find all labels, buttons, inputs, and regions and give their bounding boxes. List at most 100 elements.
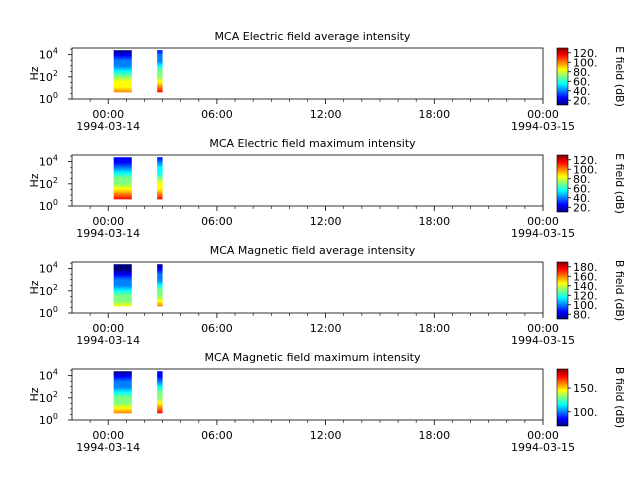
x-tick-label: 00:00 bbox=[92, 429, 124, 442]
y-axis-label: Hz bbox=[28, 173, 41, 187]
axes-frame bbox=[71, 368, 544, 421]
y-tick-base: 10 bbox=[39, 263, 53, 276]
colorbar-tick-label: 60. bbox=[573, 182, 591, 195]
y-tick-base: 10 bbox=[39, 392, 53, 405]
panel-3: MCA Magnetic field average intensity1001… bbox=[28, 244, 626, 347]
y-tick-exp: 2 bbox=[53, 390, 58, 399]
colorbar-tick-label: 20. bbox=[573, 201, 591, 214]
y-tick-exp: 4 bbox=[53, 261, 58, 270]
colorbar-label: E field (dB) bbox=[613, 46, 626, 107]
y-tick-exp: 2 bbox=[53, 283, 58, 292]
y-tick-exp: 4 bbox=[53, 47, 58, 56]
panel-2: MCA Electric field maximum intensity1001… bbox=[28, 137, 626, 240]
x-date-label: 1994-03-14 bbox=[76, 441, 140, 454]
x-tick-label: 00:00 bbox=[527, 108, 559, 121]
y-tick-base: 10 bbox=[39, 156, 53, 169]
x-date-label: 1994-03-14 bbox=[76, 120, 140, 133]
x-date-label: 1994-03-15 bbox=[511, 227, 575, 240]
colorbar-tick-label: 20. bbox=[573, 94, 591, 107]
chart-title: MCA Magnetic field maximum intensity bbox=[205, 351, 421, 364]
colorbar-tick-label: 100. bbox=[573, 406, 598, 419]
y-tick-exp: 4 bbox=[53, 154, 58, 163]
chart-title: MCA Electric field maximum intensity bbox=[209, 137, 416, 150]
y-tick-label: 100 bbox=[39, 412, 58, 427]
y-tick-label: 104 bbox=[39, 368, 58, 383]
heatmap-block bbox=[113, 50, 132, 93]
axes-frame bbox=[71, 47, 544, 100]
colorbar-tick-label: 120. bbox=[573, 289, 598, 302]
y-tick-label: 100 bbox=[39, 91, 58, 106]
colorbar-label: B field (dB) bbox=[613, 260, 626, 321]
y-tick-base: 10 bbox=[39, 285, 53, 298]
y-tick-label: 102 bbox=[39, 176, 58, 191]
colorbar bbox=[556, 261, 569, 320]
x-tick-label: 18:00 bbox=[418, 108, 450, 121]
y-tick-label: 102 bbox=[39, 69, 58, 84]
x-tick-label: 18:00 bbox=[418, 322, 450, 335]
axes-frame bbox=[71, 154, 544, 207]
x-tick-label: 06:00 bbox=[201, 322, 233, 335]
heatmap-block bbox=[113, 371, 132, 414]
y-tick-label: 104 bbox=[39, 47, 58, 62]
x-tick-label: 12:00 bbox=[310, 108, 342, 121]
panel-4: MCA Magnetic field maximum intensity 100 1… bbox=[28, 351, 626, 454]
x-tick-label: 06:00 bbox=[201, 108, 233, 121]
colorbar-tick-label: 80. bbox=[573, 308, 591, 321]
heatmap-block bbox=[157, 50, 163, 93]
heatmap-block bbox=[157, 157, 163, 200]
x-tick-label: 06:00 bbox=[201, 215, 233, 228]
colorbar-tick-label: 100. bbox=[573, 299, 598, 312]
y-tick-base: 10 bbox=[39, 200, 53, 213]
x-tick-label: 00:00 bbox=[92, 108, 124, 121]
x-tick-label: 00:00 bbox=[527, 215, 559, 228]
y-axis-label: Hz bbox=[28, 387, 41, 401]
colorbar-tick-label: 60. bbox=[573, 75, 591, 88]
x-date-label: 1994-03-14 bbox=[76, 227, 140, 240]
y-tick-label: 104 bbox=[39, 154, 58, 169]
y-tick-label: 100 bbox=[39, 198, 58, 213]
chart-title: MCA Magnetic field average intensity bbox=[210, 244, 416, 257]
chart-title: MCA Electric field average intensity bbox=[215, 30, 411, 43]
colorbar-tick-label: 160. bbox=[573, 270, 598, 283]
colorbar-tick-label: 150. bbox=[573, 382, 598, 395]
y-tick-base: 10 bbox=[39, 307, 53, 320]
heatmap-block bbox=[113, 157, 132, 200]
colorbar-tick-label: 100. bbox=[573, 163, 598, 176]
x-tick-label: 00:00 bbox=[527, 322, 559, 335]
x-tick-label: 00:00 bbox=[92, 322, 124, 335]
y-tick-label: 104 bbox=[39, 261, 58, 276]
colorbar-tick-label: 80. bbox=[573, 173, 591, 186]
x-date-label: 1994-03-14 bbox=[76, 334, 140, 347]
y-tick-exp: 0 bbox=[53, 91, 58, 100]
colorbar-label: B field (dB) bbox=[613, 367, 626, 428]
x-date-label: 1994-03-15 bbox=[511, 441, 575, 454]
colorbar-tick-label: 40. bbox=[573, 192, 591, 205]
x-tick-label: 00:00 bbox=[92, 215, 124, 228]
y-tick-exp: 0 bbox=[53, 305, 58, 314]
colorbar-tick-label: 40. bbox=[573, 85, 591, 98]
x-tick-label: 06:00 bbox=[201, 429, 233, 442]
y-tick-exp: 2 bbox=[53, 69, 58, 78]
colorbar-tick-label: 120. bbox=[573, 154, 598, 167]
y-tick-base: 10 bbox=[39, 178, 53, 191]
colorbar-label: E field (dB) bbox=[613, 153, 626, 214]
colorbar-tick-label: 180. bbox=[573, 261, 598, 274]
x-tick-label: 18:00 bbox=[418, 429, 450, 442]
y-tick-base: 10 bbox=[39, 370, 53, 383]
heatmap-block bbox=[157, 371, 163, 414]
x-tick-label: 18:00 bbox=[418, 215, 450, 228]
x-date-label: 1994-03-15 bbox=[511, 120, 575, 133]
y-tick-label: 102 bbox=[39, 390, 58, 405]
axes-frame bbox=[71, 261, 544, 314]
colorbar bbox=[556, 154, 569, 213]
y-tick-label: 100 bbox=[39, 305, 58, 320]
y-axis-label: Hz bbox=[28, 280, 41, 294]
colorbar-tick-label: 120. bbox=[573, 47, 598, 60]
colorbar bbox=[556, 47, 569, 106]
y-axis-label: Hz bbox=[28, 66, 41, 80]
panel-1: MCA Electric field average intensity 100 1… bbox=[28, 30, 626, 133]
y-tick-exp: 2 bbox=[53, 176, 58, 185]
colorbar-tick-label: 100. bbox=[573, 56, 598, 69]
